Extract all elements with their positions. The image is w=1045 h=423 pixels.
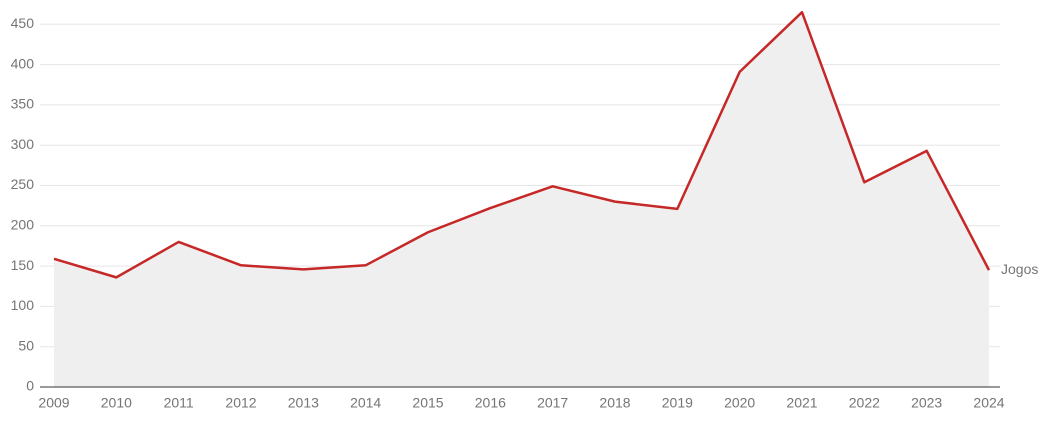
y-tick-label: 100 (11, 297, 35, 313)
x-tick-label: 2021 (786, 395, 817, 411)
x-tick-label: 2016 (475, 395, 506, 411)
x-tick-label: 2011 (164, 395, 194, 411)
x-tick-label: 2022 (849, 395, 880, 411)
area (54, 12, 989, 388)
x-tick-label: 2014 (350, 395, 381, 411)
x-tick-label: 2018 (599, 395, 630, 411)
x-tick-label: 2019 (662, 395, 693, 411)
y-tick-label: 400 (11, 55, 35, 71)
y-tick-label: 250 (11, 176, 35, 192)
line (53, 10, 991, 279)
legend-label: Jogos (1001, 261, 1038, 277)
y-tick-label: 450 (11, 15, 35, 31)
x-tick-label: 2009 (38, 395, 69, 411)
y-tick-label: 350 (11, 96, 35, 112)
x-tick-label: 2023 (911, 395, 942, 411)
x-tick-label: 2015 (412, 395, 443, 411)
x-tick-label: 2013 (288, 395, 319, 411)
x-tick-label: 2020 (724, 395, 755, 411)
x-tick-label: 2017 (537, 395, 568, 411)
x-tick-label: 2012 (225, 395, 256, 411)
x-tick-label: 2024 (973, 395, 1004, 411)
y-tick-label: 150 (11, 257, 35, 273)
y-tick-label: 300 (11, 136, 35, 152)
x-tick-label: 2010 (101, 395, 132, 411)
y-tick-label: 200 (11, 217, 35, 233)
y-tick-label: 50 (18, 337, 34, 353)
y-tick-label: 0 (26, 378, 34, 394)
